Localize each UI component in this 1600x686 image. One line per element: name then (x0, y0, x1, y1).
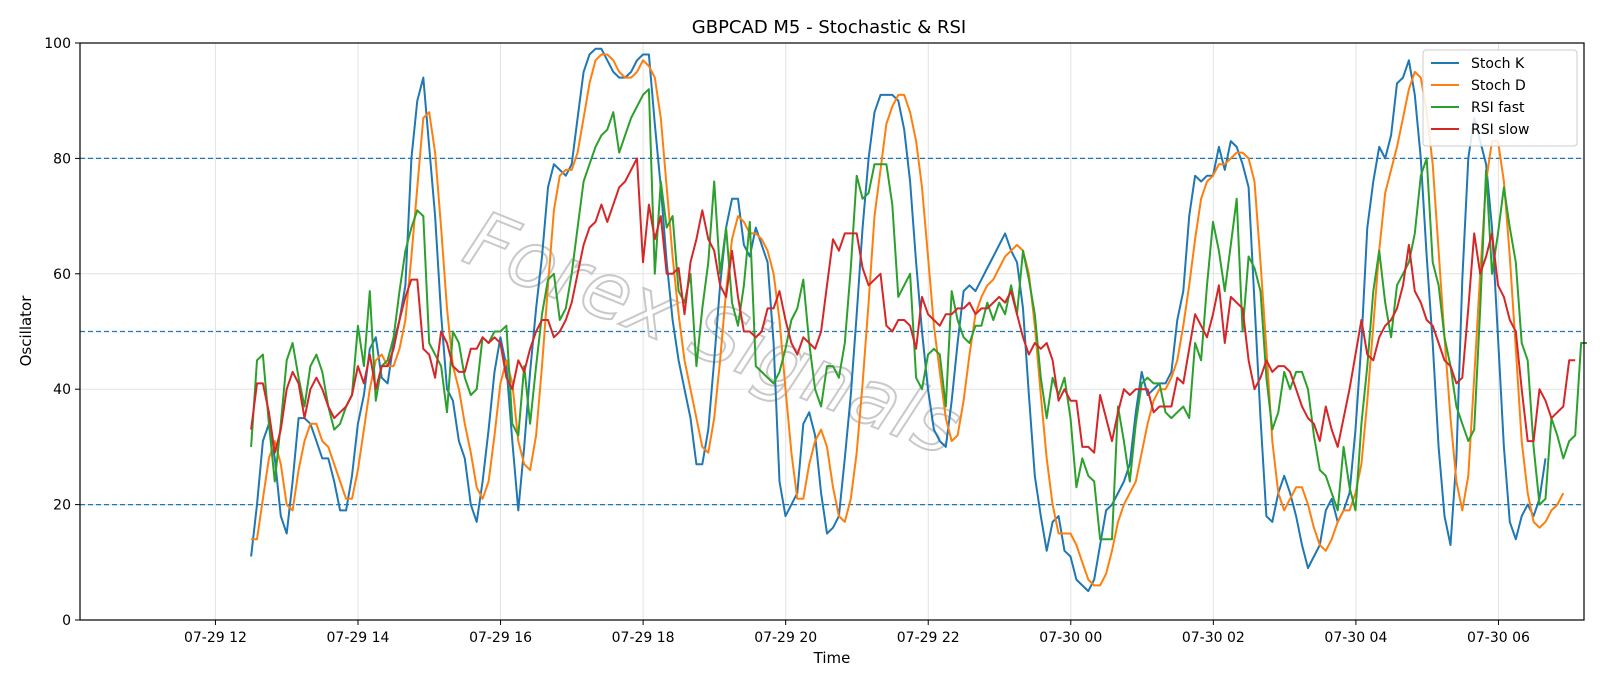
legend-label: RSI fast (1471, 100, 1525, 116)
x-tick-label: 07-29 20 (754, 630, 817, 646)
x-tick-label: 07-30 06 (1467, 630, 1530, 646)
series-line-stoch-d (251, 53, 1565, 587)
y-tick-label: 80 (53, 151, 71, 167)
series-line-rsi-slow (250, 157, 1576, 454)
series-line-rsi-fast (250, 88, 1587, 541)
series-line-stoch-k (250, 47, 1547, 593)
y-tick-label: 0 (62, 613, 71, 629)
series-lines (250, 47, 1587, 593)
legend-label: RSI slow (1471, 122, 1529, 138)
y-tick-label: 60 (53, 267, 71, 283)
x-axis: 07-29 12 07-29 14 07-29 16 07-29 18 07-29 20… (184, 620, 1530, 646)
x-tick-label: 07-30 04 (1324, 630, 1387, 646)
y-tick-label: 20 (53, 498, 71, 514)
x-tick-label: 07-29 18 (612, 630, 675, 646)
legend-box (1422, 49, 1578, 147)
plot-area: Forex Signals (79, 42, 1587, 621)
x-tick-label: 07-29 22 (897, 630, 960, 646)
x-tick-label: 07-29 12 (184, 630, 247, 646)
legend-label: Stoch D (1471, 78, 1526, 94)
plot-frame (79, 42, 1585, 621)
legend-label: Stoch K (1471, 56, 1525, 72)
x-axis-title: Time (813, 649, 851, 667)
x-tick-label: 07-29 14 (327, 630, 390, 646)
legend: Stoch K Stoch D RSI fast RSI slow (1422, 49, 1578, 147)
x-tick-label: 07-29 16 (469, 630, 532, 646)
threshold-lines (80, 157, 1584, 506)
x-tick-label: 07-30 02 (1182, 630, 1245, 646)
chart-title: GBPCAD M5 - Stochastic & RSI (692, 17, 966, 38)
y-tick-label: 100 (44, 36, 71, 52)
y-axis: 0 20 40 60 80 100 (44, 36, 80, 629)
y-axis-title: Oscillator (17, 295, 35, 367)
y-tick-label: 40 (53, 382, 71, 398)
x-tick-label: 07-30 00 (1039, 630, 1102, 646)
